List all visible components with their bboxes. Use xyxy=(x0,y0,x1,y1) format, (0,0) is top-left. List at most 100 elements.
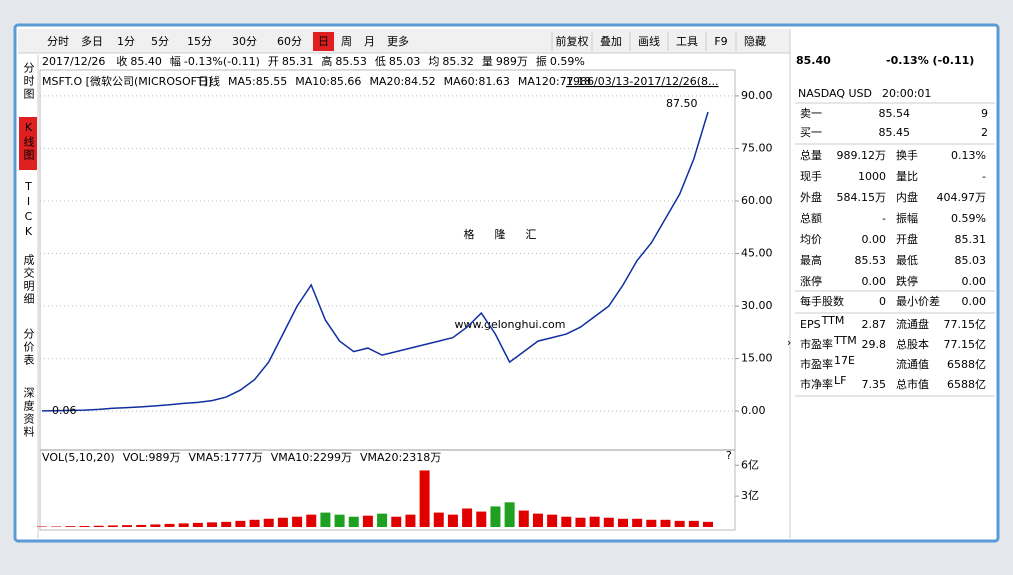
volume-bar xyxy=(178,523,189,527)
tool-button[interactable]: 叠加 xyxy=(600,35,622,48)
volume-bar xyxy=(37,526,47,527)
y-tick-label: 90.00 xyxy=(741,89,773,102)
quote-cell: 77.15亿 xyxy=(944,318,987,331)
quote-cell: 每手股数 xyxy=(800,294,844,308)
quote-cell: 0.13% xyxy=(951,149,986,162)
quote-price: 85.40 xyxy=(796,54,831,67)
quote-cell: 2 xyxy=(981,126,988,139)
volume-bar xyxy=(617,518,628,527)
price-line xyxy=(41,111,709,412)
quote-cell: 0.00 xyxy=(962,295,987,308)
period-button[interactable]: 日 xyxy=(318,35,329,48)
quote-cell: 总量 xyxy=(800,148,822,162)
period-button[interactable]: 1分 xyxy=(117,35,135,48)
volume-bar xyxy=(476,511,487,527)
side-tab[interactable]: K线图 xyxy=(22,121,35,162)
period-button[interactable]: 5分 xyxy=(151,35,169,48)
quote-cell: 29.8 xyxy=(862,338,887,351)
legend-entry: 日线 xyxy=(198,74,220,88)
quote-cell: - xyxy=(982,170,986,183)
max-label: 87.50 xyxy=(666,97,698,110)
active-period-bg xyxy=(313,32,334,51)
volume-bar xyxy=(277,517,288,527)
volume-bar xyxy=(405,514,416,527)
info-value: 85.31 xyxy=(282,55,314,68)
side-tab[interactable]: 分价表 xyxy=(22,328,35,367)
volume-bar xyxy=(320,512,331,527)
period-button[interactable]: 多日 xyxy=(81,34,103,48)
y-tick-label: 30.00 xyxy=(741,299,773,312)
quote-cell: 2.87 xyxy=(862,318,887,331)
volume-bar xyxy=(249,519,260,527)
quote-cell: 584.15万 xyxy=(837,191,887,204)
quote-sup: TTM xyxy=(821,314,845,327)
quote-cell: 85.53 xyxy=(855,254,887,267)
quote-cell: 市盈率 xyxy=(800,357,833,371)
volume-bar xyxy=(518,510,529,527)
volume-bar xyxy=(688,520,699,527)
quote-sup: 17E xyxy=(834,354,855,367)
volume-help: ? xyxy=(726,449,732,462)
volume-bar xyxy=(263,518,274,527)
tool-button[interactable]: F9 xyxy=(714,35,727,48)
period-button[interactable]: 60分 xyxy=(277,35,302,48)
info-label: 振 xyxy=(536,54,547,68)
quote-cell: 总股本 xyxy=(896,337,929,351)
period-button[interactable]: 周 xyxy=(341,35,352,48)
quote-cell: 总额 xyxy=(800,211,822,225)
volume-bar xyxy=(306,514,317,527)
info-label: 收 xyxy=(116,54,127,68)
volume-bar xyxy=(65,526,76,527)
quote-cell: 85.45 xyxy=(879,126,911,139)
quote-market: NASDAQ USD xyxy=(798,87,872,100)
tool-button[interactable]: 画线 xyxy=(638,34,660,48)
collapse-arrow[interactable]: › xyxy=(787,336,791,349)
quote-cell: 0.00 xyxy=(962,275,987,288)
tool-button[interactable]: 工具 xyxy=(676,35,698,48)
legend-entry: MA5:85.55 xyxy=(228,75,287,88)
volume-bar xyxy=(292,516,303,527)
quote-cell: 最小价差 xyxy=(896,294,940,308)
volume-legend: VMA20:2318万 xyxy=(360,451,441,464)
side-tab[interactable]: TICK xyxy=(22,180,35,240)
quote-cell: 开盘 xyxy=(896,232,918,246)
period-button[interactable]: 分时 xyxy=(47,35,69,48)
quote-cell: 9 xyxy=(981,107,988,120)
volume-bar xyxy=(107,525,118,527)
side-tab[interactable]: 深度资料 xyxy=(22,387,35,439)
quote-cell: 0.00 xyxy=(862,275,887,288)
volume-bar xyxy=(532,513,543,527)
date-range: 1986/03/13-2017/12/26(8... xyxy=(566,75,719,88)
tool-button[interactable]: 前复权 xyxy=(556,34,589,48)
quote-cell: 涨停 xyxy=(800,274,822,288)
y-tick-label: 45.00 xyxy=(741,247,773,260)
quote-cell: 0.59% xyxy=(951,212,986,225)
quote-cell: 换手 xyxy=(896,148,918,162)
volume-bar xyxy=(122,525,133,527)
quote-cell: 最低 xyxy=(896,254,918,267)
y-tick-label: 3亿 xyxy=(741,489,759,502)
quote-cell: 量比 xyxy=(896,170,918,183)
volume-bar xyxy=(221,521,232,527)
side-tab[interactable]: 分时图 xyxy=(22,62,35,101)
side-tab[interactable]: 成交明细 xyxy=(22,254,35,306)
quote-cell: 0.00 xyxy=(862,233,887,246)
volume-bar xyxy=(136,524,147,527)
tool-button[interactable]: 隐藏 xyxy=(744,35,766,48)
period-button[interactable]: 15分 xyxy=(187,35,212,48)
toolbar-bg xyxy=(18,29,790,53)
volume-bar xyxy=(377,513,388,527)
y-tick-label: 15.00 xyxy=(741,352,773,365)
volume-legend: VMA10:2299万 xyxy=(271,451,352,464)
period-button[interactable]: 30分 xyxy=(232,35,257,48)
period-button[interactable]: 更多 xyxy=(387,34,409,48)
volume-bar xyxy=(646,519,657,527)
info-value: 989万 xyxy=(496,55,528,68)
volume-bar xyxy=(660,519,671,527)
volume-bar xyxy=(674,520,685,527)
info-label: 2017/12/26 xyxy=(42,55,105,68)
quote-cell: 6588亿 xyxy=(947,358,986,371)
watermark-url: www.gelonghui.com xyxy=(455,318,566,331)
quote-cell: 市盈率 xyxy=(800,337,833,351)
period-button[interactable]: 月 xyxy=(364,35,375,48)
